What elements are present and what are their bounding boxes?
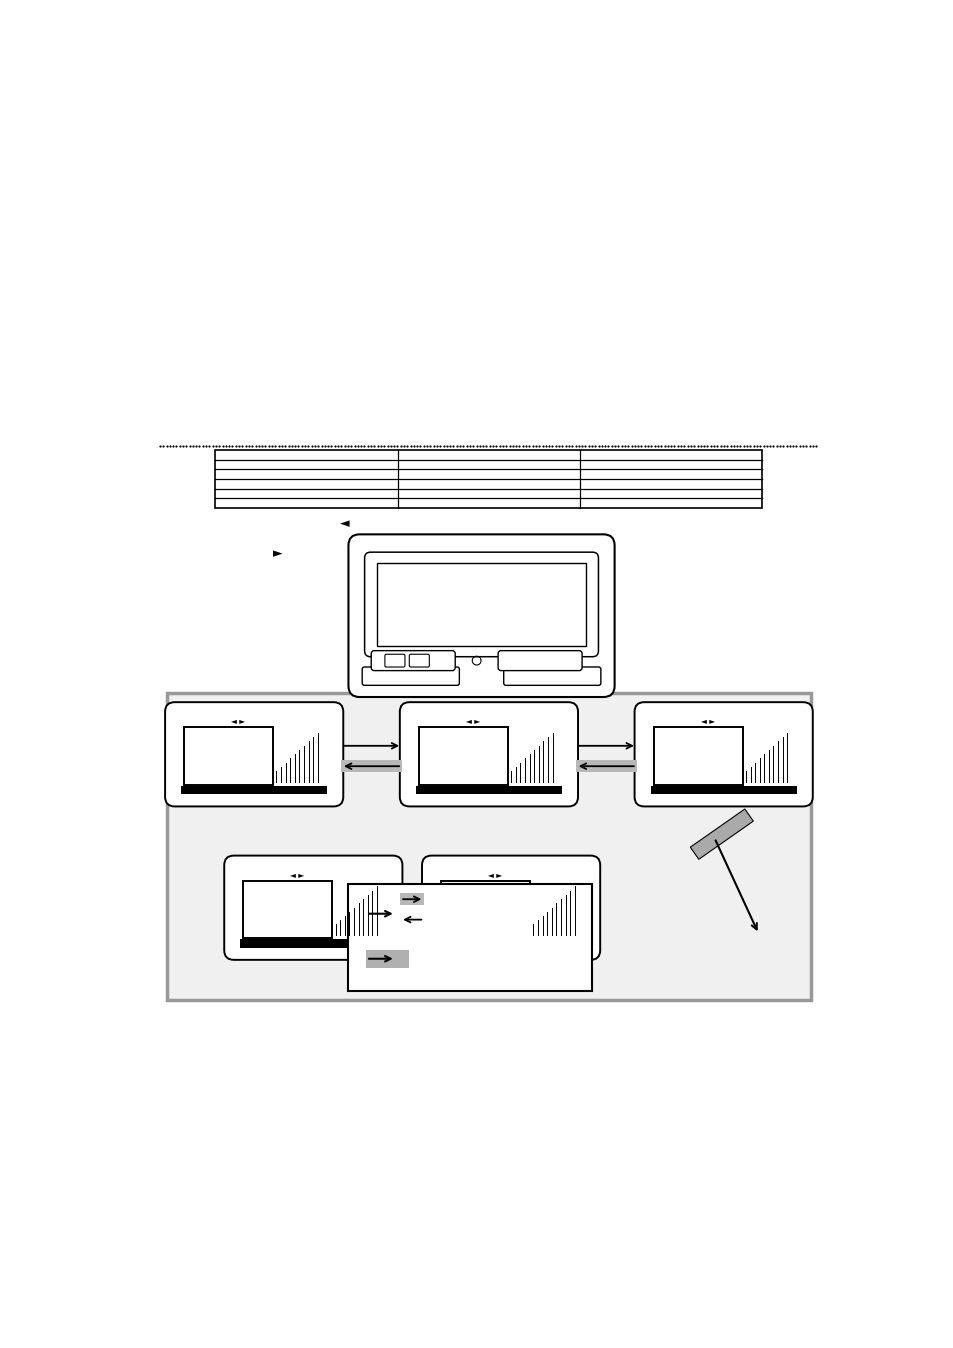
Polygon shape [363,686,474,693]
FancyBboxPatch shape [634,702,812,806]
Text: ►: ► [274,547,283,559]
Bar [167,693,810,1000]
FancyBboxPatch shape [362,667,459,685]
Bar [184,727,273,785]
Bar [576,760,636,772]
FancyBboxPatch shape [364,553,598,656]
Bar [653,727,742,785]
Bar [437,940,583,948]
Text: ◄: ◄ [339,518,349,531]
FancyBboxPatch shape [165,702,343,806]
Bar [376,562,585,646]
Bar [416,786,561,794]
Text: ◄ ►: ◄ ► [465,717,479,727]
Bar [399,894,424,905]
FancyBboxPatch shape [371,651,455,670]
Bar [650,786,796,794]
Text: ◄ ►: ◄ ► [488,871,501,880]
Bar [690,809,753,859]
Bar [240,940,386,948]
Bar [347,884,591,991]
FancyBboxPatch shape [503,667,600,685]
FancyBboxPatch shape [497,651,581,670]
Bar [215,450,761,508]
Polygon shape [488,686,570,693]
Bar [418,727,507,785]
Bar [341,760,401,772]
Bar [181,786,327,794]
FancyBboxPatch shape [421,856,599,960]
FancyBboxPatch shape [399,702,578,806]
FancyBboxPatch shape [348,534,614,697]
Text: ◄ ►: ◄ ► [231,717,245,727]
Bar [440,880,530,938]
FancyBboxPatch shape [224,856,402,960]
Text: ◄ ►: ◄ ► [290,871,304,880]
Bar [366,950,409,968]
FancyBboxPatch shape [384,654,404,667]
FancyBboxPatch shape [409,654,429,667]
Text: ◄ ►: ◄ ► [700,717,714,727]
Bar [243,880,332,938]
